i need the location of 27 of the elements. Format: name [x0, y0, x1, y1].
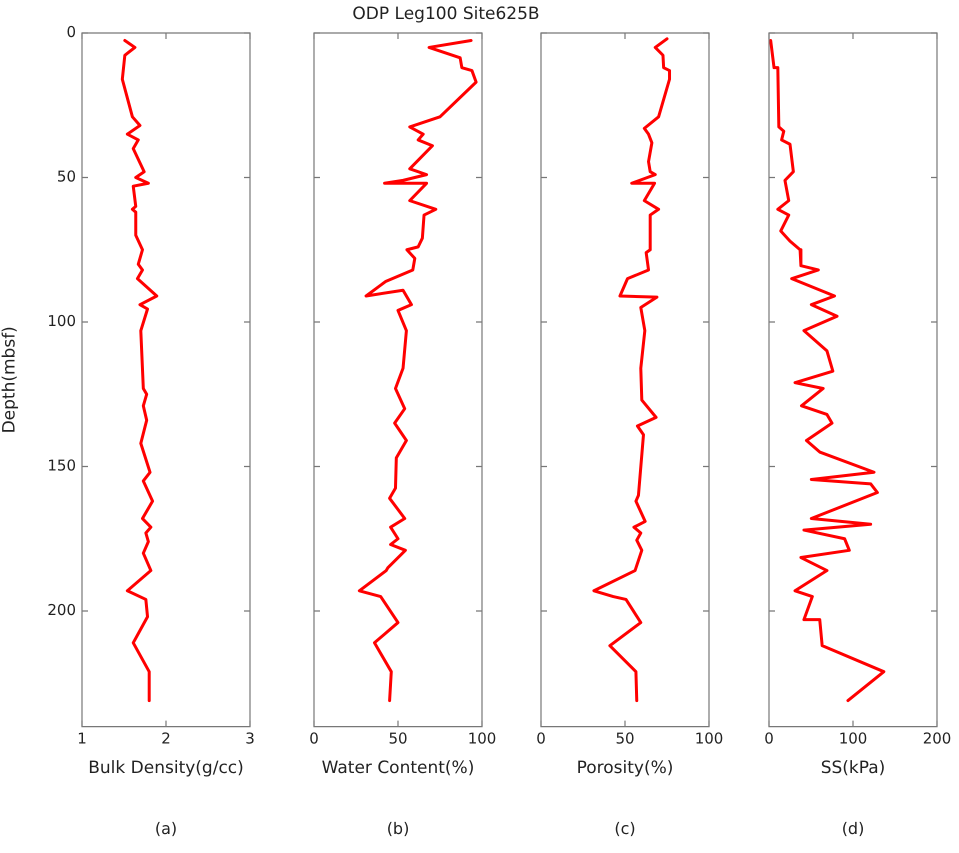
x-tick-label: 50 — [615, 729, 635, 748]
text: (b) — [386, 819, 410, 838]
x-axis-title: Bulk Density(g/cc) — [88, 758, 244, 778]
x-tick-label: 2 — [161, 729, 171, 748]
y-axis-title: Depth(mbsf) — [0, 326, 20, 434]
y-tick-label: 50 — [56, 167, 76, 186]
chart-title: ODP Leg100 Site625B — [352, 4, 540, 24]
text: (a) — [154, 819, 178, 838]
x-tick-label: 1 — [77, 729, 87, 748]
x-tick-label: 100 — [468, 729, 496, 748]
y-tick-label: 100 — [47, 312, 76, 330]
x-tick-label: 3 — [245, 729, 255, 748]
x-tick-label: 50 — [388, 729, 408, 748]
x-tick-label: 200 — [922, 729, 952, 748]
x-tick-label: 100 — [838, 729, 868, 748]
y-tick-label: 150 — [47, 456, 76, 474]
y-tick-label: 200 — [47, 600, 76, 619]
y-tick-label: 0 — [66, 22, 76, 41]
x-tick-label: 0 — [764, 729, 774, 748]
x-axis-title: SS(kPa) — [820, 758, 886, 778]
text: (d) — [842, 819, 864, 838]
x-tick-label: 100 — [694, 729, 724, 748]
text: (c) — [614, 819, 636, 838]
x-axis-title: Porosity(%) — [576, 758, 674, 778]
x-tick-label: 0 — [536, 729, 546, 748]
x-axis-title: Water Content(%) — [322, 758, 474, 778]
x-tick-label: 0 — [309, 729, 319, 748]
